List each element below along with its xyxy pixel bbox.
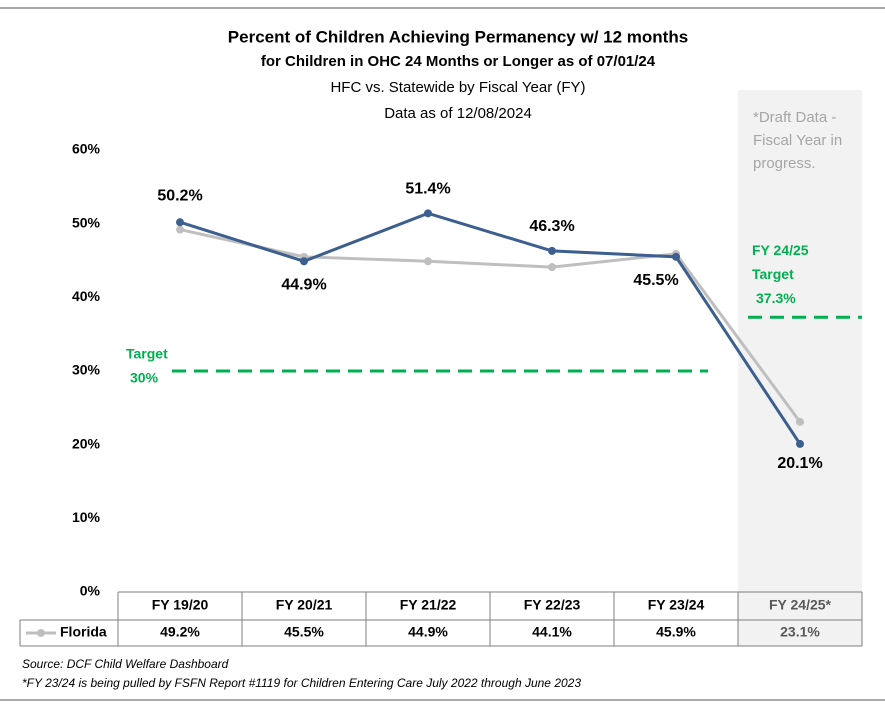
point bbox=[796, 439, 804, 448]
x-tick-label: FY 23/24 bbox=[648, 597, 705, 613]
point bbox=[548, 263, 556, 272]
point bbox=[176, 218, 184, 227]
draft-note: *Draft Data - bbox=[753, 109, 836, 126]
target-label: Target bbox=[126, 346, 168, 362]
point bbox=[300, 257, 308, 266]
draft-band bbox=[738, 90, 862, 646]
series-line bbox=[179, 211, 802, 445]
x-tick-label: FY 21/22 bbox=[400, 597, 457, 613]
data-label: 46.3% bbox=[529, 218, 574, 235]
footnote: *FY 23/24 is being pulled by FSFN Report… bbox=[22, 676, 581, 690]
legend-marker bbox=[37, 629, 45, 637]
draft-note: progress. bbox=[753, 155, 816, 172]
point bbox=[176, 225, 184, 234]
chart-subtitle: HFC vs. Statewide by Fiscal Year (FY) bbox=[330, 79, 585, 96]
footnote: Source: DCF Child Welfare Dashboard bbox=[22, 657, 229, 671]
y-tick-label: 50% bbox=[72, 214, 101, 230]
table-value: 45.5% bbox=[284, 624, 324, 640]
table-value: 44.9% bbox=[408, 624, 448, 640]
chart-subtitle: Data as of 12/08/2024 bbox=[384, 105, 532, 122]
y-tick-label: 10% bbox=[72, 509, 101, 525]
y-tick-label: 20% bbox=[72, 435, 101, 451]
data-label: 51.4% bbox=[405, 181, 450, 198]
point bbox=[796, 417, 804, 426]
target-label: FY 24/25 bbox=[752, 242, 809, 258]
chart-title: Percent of Children Achieving Permanency… bbox=[228, 27, 688, 46]
data-label: 45.5% bbox=[633, 272, 678, 289]
table-value: 44.1% bbox=[532, 624, 572, 640]
target-label: Target bbox=[752, 266, 794, 282]
legend-label: Florida bbox=[60, 624, 107, 640]
table-value: 45.9% bbox=[656, 624, 696, 640]
x-tick-label: FY 22/23 bbox=[524, 597, 581, 613]
data-label: 50.2% bbox=[157, 187, 202, 204]
x-tick-label: FY 19/20 bbox=[152, 597, 209, 613]
target-label: 37.3% bbox=[756, 290, 796, 306]
y-tick-label: 30% bbox=[72, 362, 101, 378]
series-line bbox=[179, 228, 802, 423]
y-tick-label: 40% bbox=[72, 288, 101, 304]
point bbox=[424, 257, 432, 266]
chart-subtitle: for Children in OHC 24 Months or Longer … bbox=[261, 53, 656, 70]
x-tick-label: FY 24/25* bbox=[769, 597, 832, 613]
draft-note: Fiscal Year in bbox=[753, 132, 842, 149]
table-value: 49.2% bbox=[160, 624, 200, 640]
point bbox=[672, 252, 680, 261]
y-tick-label: 0% bbox=[80, 583, 101, 599]
target-label: 30% bbox=[130, 370, 159, 386]
table-value: 23.1% bbox=[780, 624, 820, 640]
point bbox=[424, 209, 432, 218]
data-label: 44.9% bbox=[281, 276, 326, 293]
point bbox=[548, 246, 556, 255]
data-label: 20.1% bbox=[777, 455, 822, 472]
y-tick-label: 60% bbox=[72, 141, 101, 157]
x-tick-label: FY 20/21 bbox=[276, 597, 333, 613]
